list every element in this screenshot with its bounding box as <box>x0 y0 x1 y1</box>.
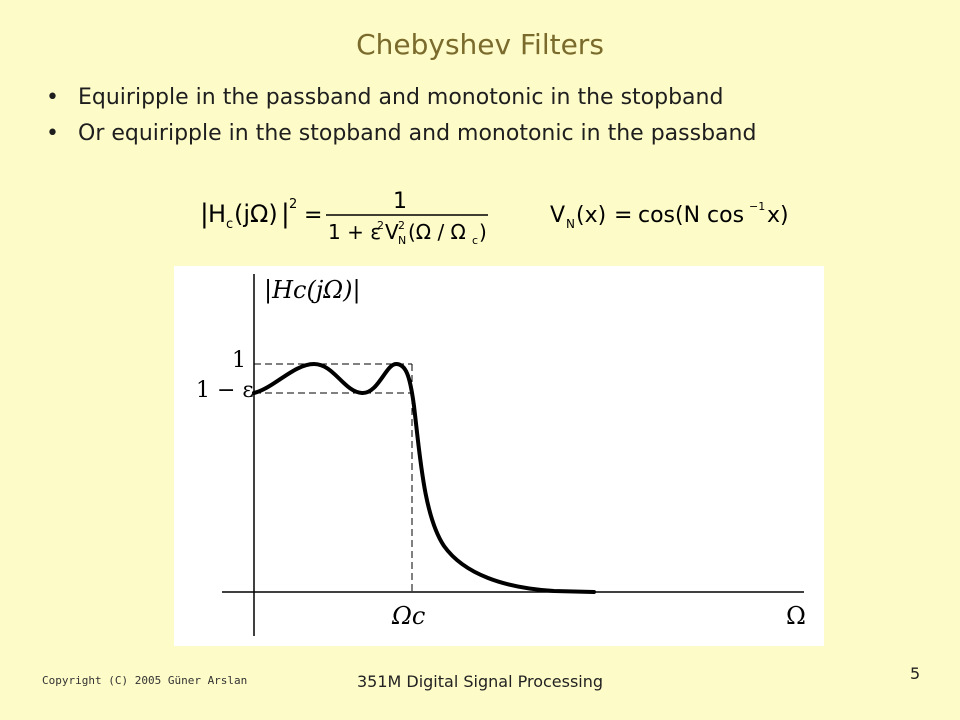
svg-text:(x): (x) <box>576 203 606 228</box>
svg-text:c: c <box>472 234 478 244</box>
slide-title: Chebyshev Filters <box>356 28 604 61</box>
magnitude-equation: | H c (jΩ) | 2 = 1 1 + ε 2 V N 2 (Ω / Ω … <box>200 189 488 244</box>
eq-lhs-bar-left: | <box>200 199 209 229</box>
svg-text:2: 2 <box>398 219 405 232</box>
bullet-list: Equiripple in the passband and monotonic… <box>42 80 756 152</box>
chebyshev-polynomial-equation: V N (x) = cos(N cos −1 x) <box>550 200 789 231</box>
svg-text:(Ω / Ω: (Ω / Ω <box>408 220 466 244</box>
svg-text:−1: −1 <box>749 200 765 213</box>
tick-label-one-minus-eps: 1 − ε <box>196 378 254 403</box>
svg-text:1 + ε: 1 + ε <box>328 220 381 244</box>
svg-text:(jΩ): (jΩ) <box>234 200 278 228</box>
tick-label-one: 1 <box>232 348 246 373</box>
course-title: 351M Digital Signal Processing <box>356 672 604 691</box>
response-plot <box>222 274 804 636</box>
svg-text:|: | <box>281 199 290 229</box>
eq-exponent: 2 <box>289 197 297 212</box>
svg-text:c: c <box>226 217 233 232</box>
svg-text:N: N <box>566 217 575 231</box>
copyright-text: Copyright (C) 2005 Güner Arslan <box>42 674 248 687</box>
svg-text:N: N <box>398 234 406 244</box>
x-axis-label: Ω <box>786 602 806 630</box>
svg-text:cos(N cos: cos(N cos <box>638 203 744 228</box>
magnitude-response-curve <box>252 362 596 594</box>
svg-text:): ) <box>479 220 487 244</box>
eq-numerator: 1 <box>393 189 407 214</box>
x-tick-cutoff-label: Ωc <box>392 602 426 630</box>
chebyshev-response-figure: |Hc(jΩ)| 1 1 − ε Ωc Ω <box>174 266 824 646</box>
svg-text:H: H <box>208 200 226 228</box>
y-axis-label: |Hc(jΩ)| <box>264 276 361 304</box>
svg-text:=: = <box>614 203 632 228</box>
bullet-item: Or equiripple in the stopband and monoto… <box>42 116 756 152</box>
svg-text:x): x) <box>767 203 789 228</box>
svg-text:V: V <box>385 220 399 244</box>
svg-text:2: 2 <box>377 219 384 232</box>
page-number: 5 <box>910 664 921 683</box>
bullet-item: Equiripple in the passband and monotonic… <box>42 80 756 116</box>
svg-text:V: V <box>550 203 565 228</box>
svg-text:=: = <box>304 203 322 228</box>
